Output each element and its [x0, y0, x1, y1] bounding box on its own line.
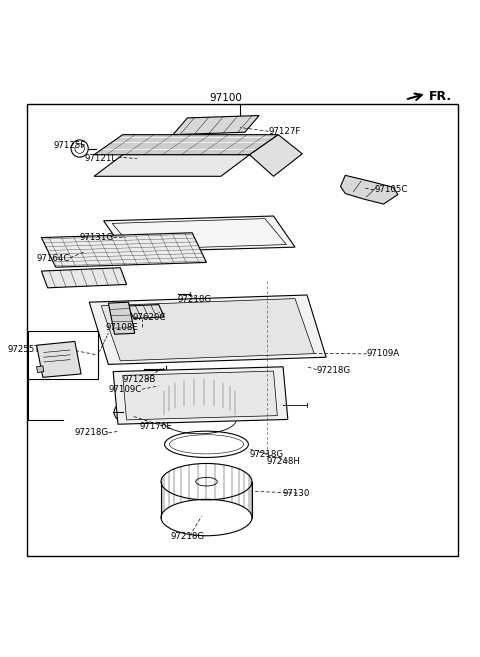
Text: 97248H: 97248H [266, 457, 300, 466]
Text: 97127F: 97127F [269, 127, 301, 136]
Text: 97218G: 97218G [170, 532, 205, 541]
Polygon shape [128, 305, 164, 319]
Text: 97125F: 97125F [53, 141, 86, 150]
Text: 97109C: 97109C [108, 385, 142, 394]
Polygon shape [41, 267, 127, 288]
Text: 97128B: 97128B [123, 375, 156, 384]
Polygon shape [101, 298, 314, 361]
Text: 97164C: 97164C [36, 254, 70, 263]
Polygon shape [340, 175, 398, 204]
Text: 97105C: 97105C [374, 185, 408, 194]
Polygon shape [104, 216, 295, 252]
Text: 97218G: 97218G [317, 366, 351, 375]
Text: 97218G: 97218G [250, 450, 284, 459]
Polygon shape [123, 371, 277, 420]
Text: 97255T: 97255T [8, 345, 40, 354]
Polygon shape [36, 366, 44, 373]
Polygon shape [89, 295, 326, 365]
Text: 97176E: 97176E [140, 422, 172, 430]
Polygon shape [173, 116, 259, 135]
Polygon shape [94, 155, 250, 176]
Text: 97131G: 97131G [80, 233, 114, 242]
Polygon shape [36, 342, 81, 377]
Polygon shape [41, 233, 206, 267]
Text: FR.: FR. [429, 90, 452, 103]
Text: 97218G: 97218G [75, 428, 109, 438]
Bar [28, 331, 98, 378]
Polygon shape [113, 367, 288, 424]
Polygon shape [108, 302, 135, 334]
Text: 97109A: 97109A [367, 350, 400, 358]
Text: 97108E: 97108E [106, 323, 139, 332]
Text: 97121L: 97121L [84, 154, 117, 163]
Text: 97218G: 97218G [178, 295, 212, 304]
Polygon shape [250, 135, 302, 176]
Text: 97620C: 97620C [132, 313, 166, 321]
Text: 97100: 97100 [209, 93, 242, 102]
Text: 97130: 97130 [282, 489, 310, 498]
Polygon shape [94, 135, 278, 155]
